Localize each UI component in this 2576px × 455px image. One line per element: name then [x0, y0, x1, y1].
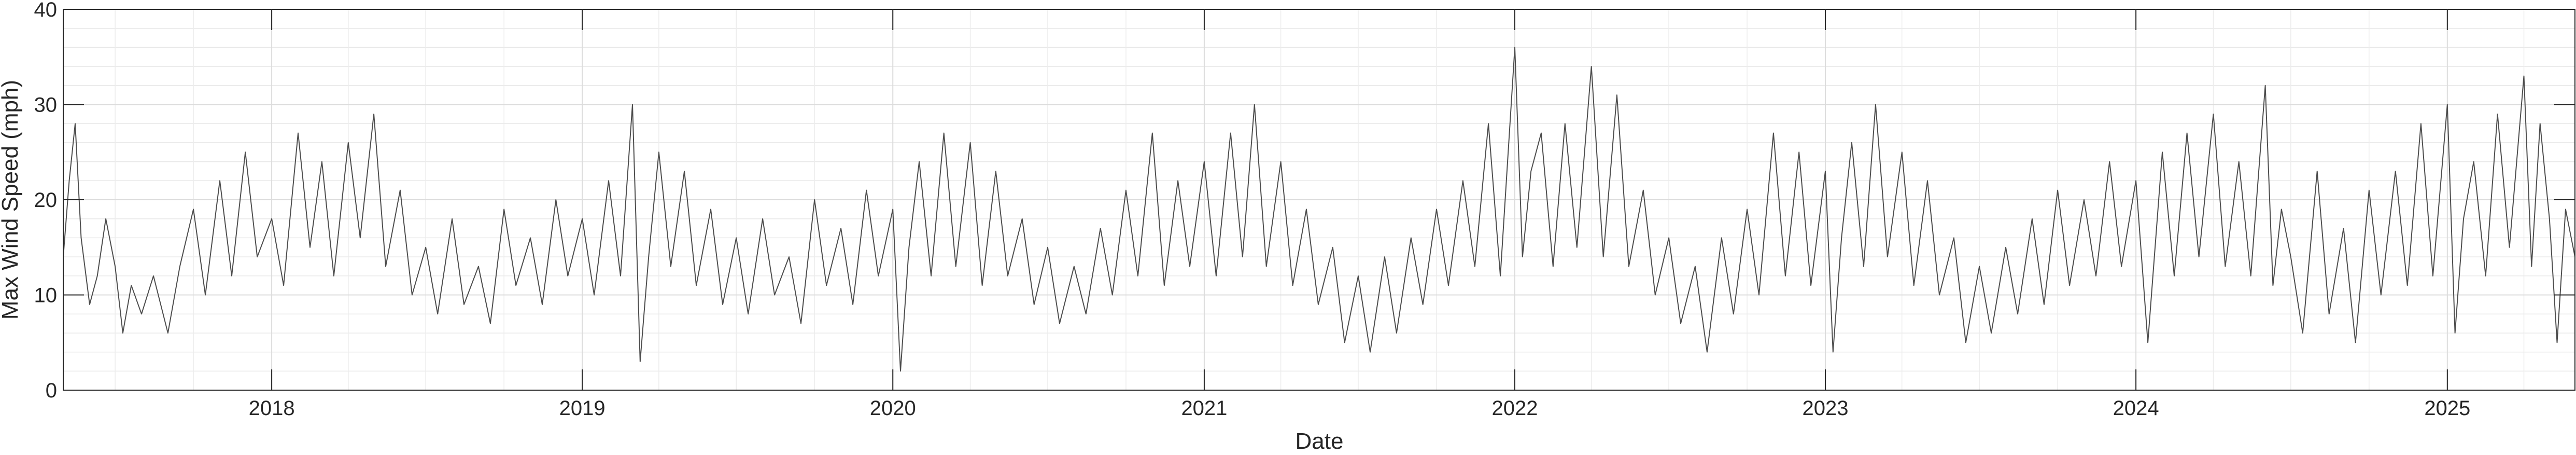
- x-tick-label: 2024: [2113, 397, 2159, 420]
- x-tick-label: 2023: [1803, 397, 1849, 420]
- x-tick-label: 2021: [1181, 397, 1227, 420]
- x-tick-label: 2022: [1491, 397, 1538, 420]
- wind-speed-series-line: [63, 47, 2575, 372]
- y-axis-label: Max Wind Speed (mph): [0, 80, 23, 320]
- tick-marks: [63, 9, 2575, 391]
- y-tick-label: 20: [34, 189, 58, 212]
- y-tick-label: 30: [34, 94, 58, 117]
- x-tick-label: 2019: [559, 397, 606, 420]
- minor-grid: [63, 9, 2575, 390]
- y-tick-label: 10: [34, 284, 58, 307]
- x-tick-labels: 2018 2019 2020 2021 2022 2023 2024 2025: [249, 397, 2471, 420]
- x-tick-label: 2020: [870, 397, 916, 420]
- x-axis-label: Date: [1296, 429, 1344, 454]
- y-tick-labels: 0 10 20 30 40: [34, 0, 58, 402]
- x-tick-label: 2025: [2424, 397, 2470, 420]
- x-tick-label: 2018: [249, 397, 295, 420]
- y-tick-label: 0: [46, 379, 57, 402]
- y-tick-label: 40: [34, 0, 58, 21]
